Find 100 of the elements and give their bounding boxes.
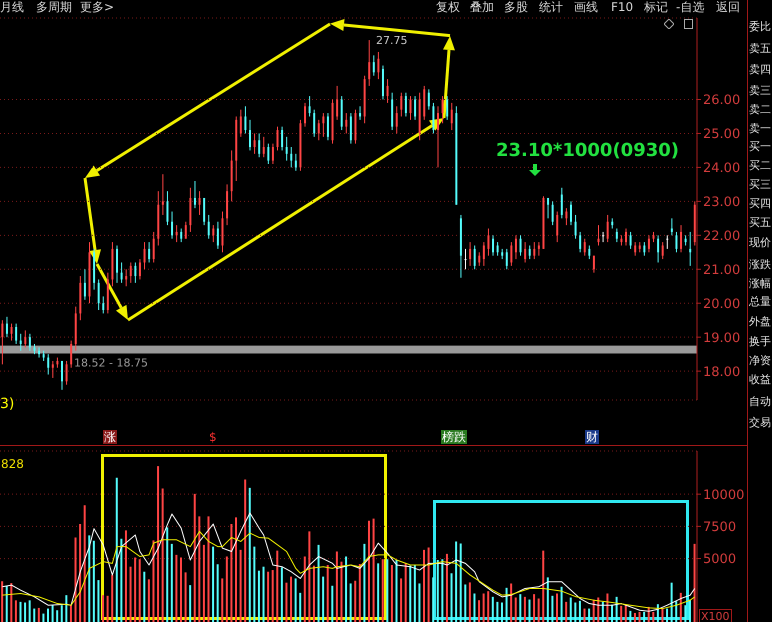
text: 净资 [749,354,771,368]
bar [345,556,348,622]
candlestick [258,132,260,158]
candlestick [670,218,673,236]
bar [166,527,168,622]
bar [432,577,434,622]
candlestick [464,248,467,270]
annotation: 3) [0,396,14,413]
candlestick [308,96,311,117]
bar [551,596,554,622]
bar [570,597,572,622]
candlestick [662,242,664,260]
bar [574,602,576,622]
text: 涨跌 [749,258,771,272]
candlestick [10,323,13,342]
bar [148,579,150,622]
candlestick [138,258,141,280]
text: 叠加 [470,0,494,15]
bar [248,488,251,622]
candlestick [377,51,380,80]
candlestick [244,106,246,134]
bar [688,600,691,622]
bar [620,606,622,622]
candlestick [66,360,68,386]
bar [542,550,544,622]
candlestick [194,180,196,209]
candlestick [304,102,306,128]
candlestick [450,102,453,131]
candlestick [184,221,187,240]
text: 财 [585,430,599,444]
bar [79,524,82,622]
bar [280,567,283,622]
candlestick [267,143,270,165]
candlestick [120,262,123,284]
candlestick [1,320,4,365]
candlestick [675,231,678,253]
bar [189,585,192,622]
bar [216,564,219,622]
text: 卖三 [749,84,771,98]
bar [97,580,100,622]
bar [638,612,641,622]
text: 统计 [539,0,563,15]
bar [404,563,407,622]
bar [19,602,22,622]
bar [14,600,17,622]
candlestick [496,242,499,256]
y-tick-label: 24.00 [703,161,740,176]
bar [611,604,614,622]
text: 月线 [0,0,24,15]
bar [652,612,654,622]
candlestick [442,96,444,124]
candlestick [533,242,536,260]
bar [157,466,160,622]
bar [634,612,636,622]
candlestick [634,242,636,256]
candlestick [524,242,526,263]
candlestick [180,228,182,243]
bar [285,582,288,622]
text: -自选 [676,0,704,15]
bar [487,591,490,622]
candlestick [487,228,490,256]
bar [124,530,127,622]
bar [331,586,334,622]
bar [350,583,352,622]
bar [74,537,77,622]
bar [198,516,200,622]
text: 收益 [749,373,771,387]
bar [363,544,366,622]
bar [460,544,462,622]
text: 榜跌 [441,430,467,444]
bar [262,566,265,622]
bar [24,602,26,622]
y-tick-label: 5000 [703,552,736,568]
bar [656,604,659,622]
bar [524,596,526,622]
text: 卖一 [749,122,771,136]
bar [42,614,44,622]
candlestick [116,245,118,284]
candlestick [602,231,604,243]
bar [230,524,232,622]
text: 画线 [574,0,598,15]
bar [482,593,485,622]
candlestick [290,146,292,168]
band-label: 18.52 - 18.75 [74,356,148,370]
candlestick [474,245,476,270]
candlestick [584,238,586,256]
candlestick [506,248,508,270]
candlestick [15,323,18,344]
bar [606,593,608,622]
bar [418,583,420,622]
bar [666,608,668,622]
candlestick [162,174,164,216]
bar [565,602,568,622]
bar [111,574,114,622]
text: 外盘 [749,315,771,329]
text: 买五 [749,216,771,230]
candlestick [345,112,348,134]
y-tick-label: 18.00 [703,364,740,380]
bar [506,588,508,622]
bar [299,592,302,622]
